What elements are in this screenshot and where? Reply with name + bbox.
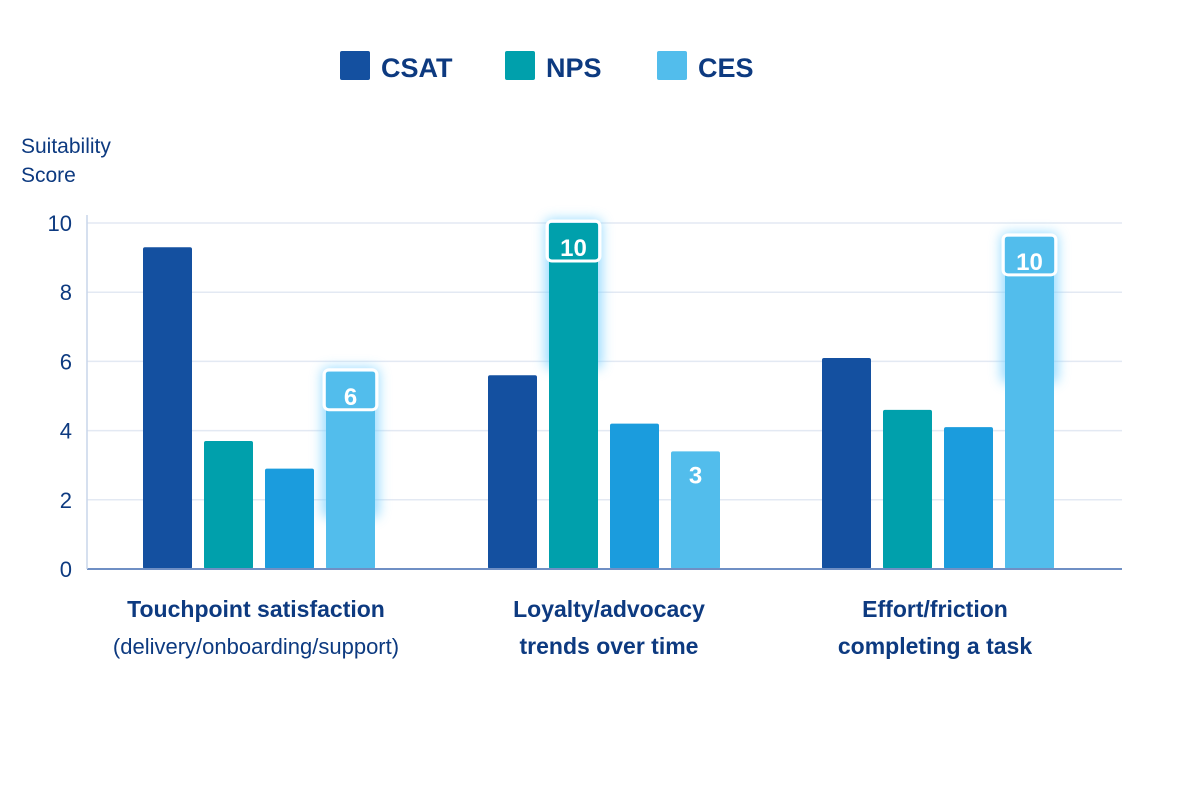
bar-ces xyxy=(326,371,375,569)
highlight-outline xyxy=(1001,233,1058,277)
bar-nps xyxy=(549,223,598,569)
category-label-line2: completing a task xyxy=(838,633,1032,659)
y-axis-label-line2: Score xyxy=(21,164,76,187)
legend-label-csat: CSAT xyxy=(381,53,453,83)
legend-label-ces: CES xyxy=(698,53,754,83)
bar-ces xyxy=(671,451,720,569)
y-tick-label: 0 xyxy=(60,557,72,582)
category-label-line2: (delivery/onboarding/support) xyxy=(113,634,399,659)
bar-csat xyxy=(143,247,192,569)
bar-series-3 xyxy=(944,427,993,569)
y-tick-label: 4 xyxy=(60,419,72,444)
y-tick-label: 8 xyxy=(60,280,72,305)
legend: CSAT NPS CES xyxy=(340,51,754,83)
x-axis-categories: Touchpoint satisfaction (delivery/onboard… xyxy=(113,596,1032,659)
data-label: 6 xyxy=(344,384,357,411)
data-label: 10 xyxy=(1016,249,1043,276)
legend-swatch-ces xyxy=(657,51,687,80)
highlight-outline xyxy=(322,368,379,412)
category-label-line1: Loyalty/advocacy xyxy=(513,596,705,622)
data-label: 3 xyxy=(689,462,702,489)
bar-series-3 xyxy=(265,468,314,569)
y-tick-label: 6 xyxy=(60,349,72,374)
data-label: 10 xyxy=(560,235,587,262)
bar-csat xyxy=(822,357,871,569)
y-axis-ticks: 0 2 4 6 8 10 xyxy=(48,211,72,582)
bar-nps xyxy=(883,409,932,569)
bar-ces xyxy=(1005,236,1054,569)
category-label-line1: Effort/friction xyxy=(862,596,1008,622)
legend-swatch-nps xyxy=(505,51,535,80)
data-labels: 6 10 3 10 xyxy=(344,235,1043,489)
y-tick-label: 2 xyxy=(60,488,72,513)
bar-nps xyxy=(204,440,253,569)
legend-label-nps: NPS xyxy=(546,53,602,83)
highlight-outline xyxy=(545,219,602,263)
bar-csat xyxy=(488,375,537,569)
y-tick-label: 10 xyxy=(48,211,72,236)
category-label-line2: trends over time xyxy=(520,633,699,659)
bar-series-3 xyxy=(610,423,659,569)
category-label-line1: Touchpoint satisfaction xyxy=(127,596,385,622)
y-axis-label-line1: Suitability xyxy=(21,135,111,158)
legend-swatch-csat xyxy=(340,51,370,80)
bars xyxy=(143,219,1058,569)
